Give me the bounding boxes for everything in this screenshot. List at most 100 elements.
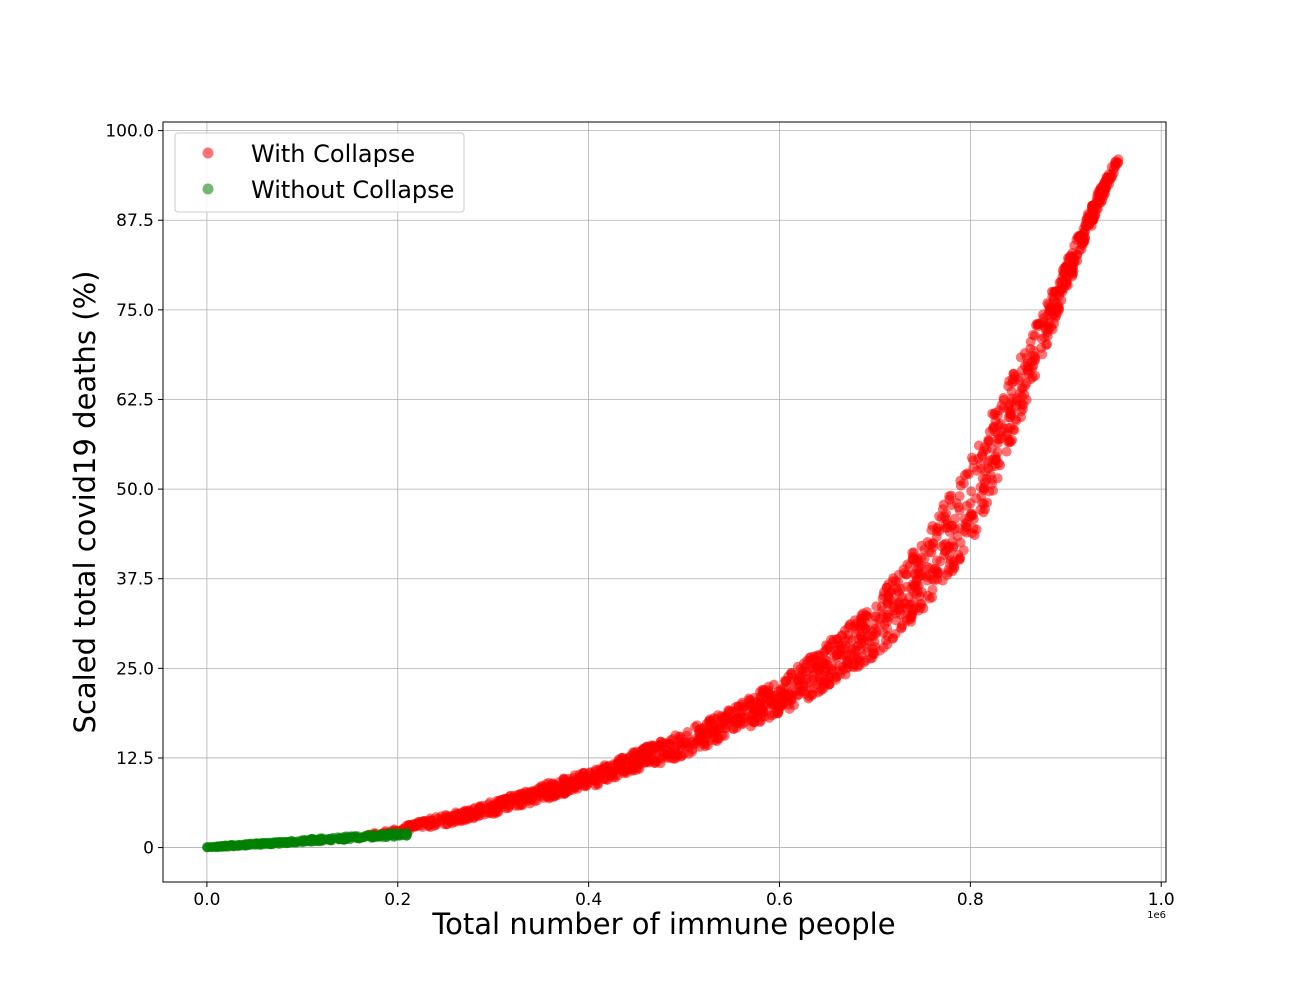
data-point bbox=[992, 473, 1003, 484]
data-point bbox=[959, 470, 970, 480]
data-point bbox=[954, 523, 965, 534]
data-point bbox=[1047, 304, 1058, 315]
y-tick-label: 75.0 bbox=[116, 301, 154, 321]
data-point bbox=[736, 711, 747, 722]
data-point bbox=[834, 666, 845, 677]
data-point bbox=[670, 742, 681, 753]
data-point bbox=[939, 550, 950, 561]
data-point bbox=[979, 483, 990, 493]
data-point bbox=[877, 610, 888, 621]
data-point bbox=[640, 752, 651, 763]
data-point bbox=[1048, 287, 1059, 297]
data-point bbox=[504, 791, 515, 802]
data-point bbox=[852, 641, 863, 652]
x-tick-label: 1.0 bbox=[1148, 890, 1175, 910]
data-point bbox=[890, 629, 901, 639]
data-point bbox=[707, 725, 718, 736]
legend-label-without-collapse: Without Collapse bbox=[251, 176, 454, 204]
data-point bbox=[1069, 255, 1080, 266]
legend-marker-without-collapse bbox=[202, 183, 214, 195]
data-point bbox=[773, 708, 783, 719]
data-point bbox=[1056, 295, 1067, 306]
plot-frame bbox=[162, 121, 1167, 883]
series-with-collapse bbox=[364, 154, 1124, 842]
data-point bbox=[834, 640, 845, 651]
data-point bbox=[1008, 368, 1019, 379]
data-point bbox=[698, 723, 709, 734]
data-point bbox=[709, 735, 720, 746]
data-point bbox=[1036, 342, 1047, 353]
data-point bbox=[545, 785, 556, 796]
x-tick-label: 0.0 bbox=[193, 890, 220, 910]
data-point bbox=[996, 426, 1007, 437]
legend-frame bbox=[174, 132, 465, 213]
data-point bbox=[910, 603, 921, 614]
data-point bbox=[815, 685, 826, 696]
data-point bbox=[988, 485, 999, 496]
data-point bbox=[955, 537, 966, 548]
data-point bbox=[951, 498, 962, 509]
data-point bbox=[559, 775, 570, 786]
data-point bbox=[958, 478, 969, 489]
data-point bbox=[402, 829, 413, 839]
grid-lines bbox=[163, 122, 1166, 882]
data-point bbox=[865, 653, 876, 664]
data-point bbox=[815, 675, 826, 686]
data-point bbox=[1007, 393, 1017, 404]
data-point bbox=[1003, 434, 1014, 445]
data-point bbox=[527, 792, 538, 803]
data-point bbox=[948, 542, 958, 553]
data-point bbox=[958, 545, 969, 556]
data-point bbox=[889, 602, 899, 613]
data-point bbox=[1079, 226, 1090, 236]
data-point bbox=[689, 734, 700, 745]
data-point bbox=[909, 547, 919, 558]
data-point bbox=[743, 693, 754, 704]
data-point bbox=[755, 694, 766, 705]
data-point bbox=[722, 713, 733, 724]
data-point bbox=[1025, 336, 1036, 347]
data-point bbox=[989, 421, 1000, 432]
data-point bbox=[977, 473, 988, 484]
data-point bbox=[704, 716, 715, 727]
data-point bbox=[797, 665, 808, 676]
data-point bbox=[861, 610, 871, 621]
data-point bbox=[756, 706, 767, 717]
y-tick-label: 87.5 bbox=[116, 211, 154, 231]
data-point bbox=[883, 591, 894, 602]
data-point bbox=[628, 755, 639, 766]
data-point bbox=[316, 834, 327, 845]
data-point bbox=[678, 749, 689, 759]
data-point bbox=[639, 743, 650, 754]
data-point bbox=[1014, 399, 1025, 410]
data-point bbox=[373, 831, 384, 842]
data-point bbox=[249, 839, 260, 850]
data-point bbox=[932, 568, 943, 579]
data-point bbox=[354, 833, 365, 844]
data-point bbox=[860, 623, 871, 634]
data-point bbox=[1003, 412, 1014, 423]
data-point bbox=[795, 680, 805, 691]
data-point bbox=[366, 832, 377, 842]
data-point bbox=[820, 666, 831, 676]
data-point bbox=[809, 668, 820, 678]
data-point bbox=[976, 463, 987, 474]
data-point bbox=[1099, 183, 1109, 193]
data-point bbox=[931, 526, 942, 537]
data-point bbox=[888, 573, 899, 584]
data-point bbox=[998, 394, 1009, 405]
axis-ticks: 0.0 0.2 0.4 0.6 0.8 1.0 0 12.5 25.0 37.5 50.0 62.5 7… bbox=[105, 122, 1174, 910]
data-point bbox=[937, 575, 948, 586]
data-point bbox=[984, 455, 995, 466]
data-point bbox=[1066, 266, 1077, 277]
data-point bbox=[901, 569, 912, 580]
y-tick-label: 50.0 bbox=[116, 480, 154, 500]
data-point bbox=[1038, 309, 1049, 320]
data-point bbox=[388, 831, 399, 842]
data-point bbox=[882, 624, 893, 635]
data-point bbox=[966, 528, 977, 539]
data-point bbox=[842, 662, 853, 673]
x-tick-label: 0.2 bbox=[384, 890, 411, 910]
data-point bbox=[601, 774, 612, 785]
